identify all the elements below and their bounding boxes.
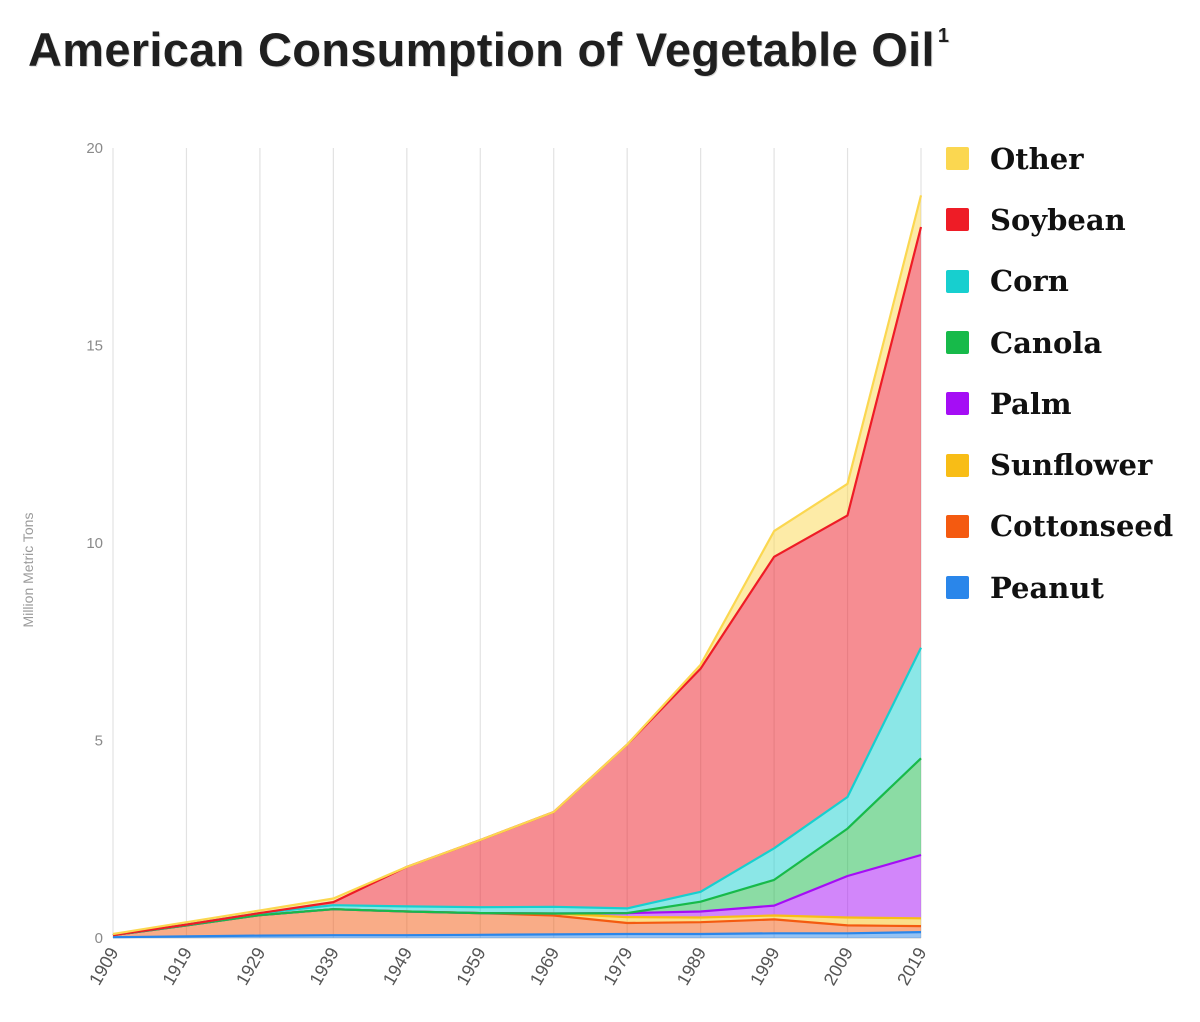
x-tick-label: 2019	[893, 944, 930, 989]
legend-label: Cottonseed	[990, 509, 1174, 544]
y-tick-label: 0	[95, 930, 103, 947]
legend-swatch	[946, 269, 969, 293]
y-tick-label: 15	[86, 338, 103, 355]
x-axis-ticks: 1909 1919 1929 1939 1949 1959 1969 1979 1989 1999…	[85, 944, 930, 989]
x-tick-label: 1989	[673, 944, 710, 989]
y-tick-label: 20	[86, 140, 103, 157]
x-tick-label: 1939	[305, 944, 342, 989]
legend-item-peanut: Peanut	[946, 557, 1196, 618]
x-tick-label: 1909	[85, 944, 122, 989]
y-tick-label: 10	[86, 535, 103, 552]
x-tick-label: 2009	[820, 944, 857, 989]
x-tick-label: 1979	[599, 944, 636, 989]
area-palm	[113, 855, 921, 936]
line-peanut	[112, 931, 922, 939]
y-axis-ticks: 0 5 10 15 20	[86, 140, 103, 947]
legend-label: Other	[990, 141, 1084, 176]
x-tick-label: 1919	[159, 944, 196, 989]
x-tick-label: 1959	[452, 944, 489, 989]
legend-item-palm: Palm	[946, 373, 1196, 434]
legend-swatch	[946, 576, 969, 600]
legend-label: Palm	[990, 386, 1072, 421]
line-canola	[112, 757, 922, 937]
area-cottonseed	[113, 909, 921, 938]
x-tick-label: 1949	[379, 944, 416, 989]
legend-swatch	[946, 453, 969, 477]
y-tick-label: 5	[95, 733, 103, 750]
series-lines	[112, 195, 923, 939]
line-other	[112, 195, 923, 936]
x-tick-label: 1929	[232, 944, 269, 989]
legend-swatch	[946, 392, 969, 416]
legend-swatch	[946, 331, 969, 355]
legend-item-cottonseed: Cottonseed	[946, 496, 1196, 557]
legend-item-corn: Corn	[946, 251, 1196, 312]
x-tick-label: 1969	[526, 944, 563, 989]
legend-item-other: Other	[946, 128, 1196, 189]
chart-title: American Consumption of Vegetable Oil 1	[28, 22, 949, 77]
legend-item-soybean: Soybean	[946, 189, 1196, 250]
legend-item-canola: Canola	[946, 312, 1196, 373]
area-other	[113, 195, 921, 936]
chart-title-text: American Consumption of Vegetable Oil	[28, 23, 935, 76]
legend-label: Canola	[990, 325, 1103, 360]
legend-swatch	[946, 208, 969, 232]
legend-label: Soybean	[990, 202, 1126, 237]
area-soybean	[113, 227, 921, 936]
legend-item-sunflower: Sunflower	[946, 434, 1196, 495]
legend-label: Peanut	[990, 570, 1104, 605]
legend-swatch	[946, 514, 969, 538]
legend-label: Sunflower	[990, 448, 1153, 483]
x-tick-label: 1999	[746, 944, 783, 989]
legend-swatch	[946, 147, 969, 171]
title-footnote-marker: 1	[937, 25, 950, 47]
legend-label: Corn	[990, 264, 1069, 299]
chart-legend: Other Soybean Corn Canola Palm Sunflower Cotto…	[946, 128, 1196, 618]
